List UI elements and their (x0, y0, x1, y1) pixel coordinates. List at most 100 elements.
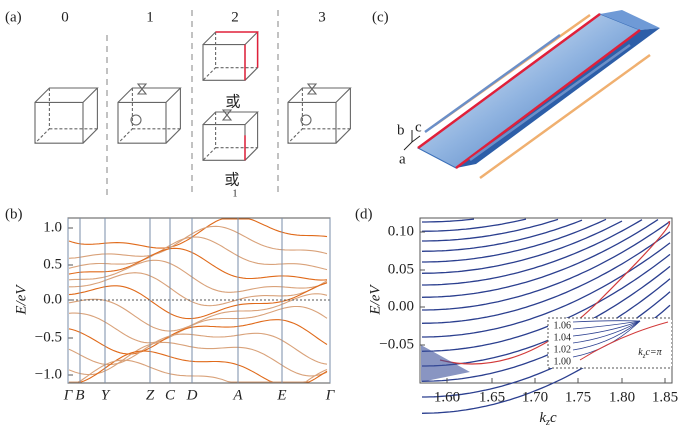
edge-band (421, 218, 527, 232)
rod (403, 10, 660, 180)
x-tick-label: 1.85 (652, 389, 678, 405)
axis-letter: a (399, 151, 406, 167)
y-axis-label: E/eV (13, 284, 29, 316)
band (68, 332, 328, 366)
y-tick-label: −1.0 (35, 366, 62, 382)
cone (306, 83, 318, 95)
note: 或 (224, 171, 239, 188)
x-tick-label: 1.70 (522, 389, 548, 405)
band (68, 293, 328, 332)
y-tick-label: 1.0 (43, 219, 62, 235)
x-tick-label: 1.80 (609, 389, 635, 405)
k-point-label: Z (146, 387, 155, 403)
panel-label: (b) (5, 206, 23, 222)
inset-band (572, 320, 641, 351)
note: 或 (225, 93, 240, 110)
y-tick-label: −0.05 (379, 336, 414, 352)
edge-band (422, 219, 643, 286)
edge-band (421, 219, 659, 298)
plot-frame (419, 217, 673, 384)
band (68, 218, 328, 249)
k-point-label: Γ (63, 387, 74, 403)
y-tick-label: 0.0 (43, 291, 62, 307)
band (68, 282, 328, 320)
inset-y-tick-label: 1.04 (554, 332, 572, 343)
panel-label: (c) (372, 9, 389, 25)
edge-band (422, 218, 559, 242)
panel-label: (a) (5, 9, 22, 25)
cube-hidden (202, 32, 258, 81)
edge-band (421, 253, 671, 352)
band (68, 247, 328, 281)
band (68, 236, 328, 271)
ring (130, 114, 142, 126)
cube-hidden (287, 88, 351, 144)
surface-band (439, 221, 671, 365)
edge-band (422, 218, 607, 263)
y-axis-label: E/eV (367, 284, 383, 316)
column-label: 1 (146, 9, 154, 25)
inset-band (572, 320, 641, 323)
y-tick-label: 0.05 (388, 261, 414, 277)
band (68, 319, 328, 355)
inset-y-tick-label: 1.02 (554, 344, 572, 355)
cubes (34, 31, 352, 161)
cube-hidden (202, 112, 258, 161)
k-point-label: A (232, 387, 243, 403)
cube (287, 87, 352, 144)
ring (300, 114, 312, 126)
k-point-label: Y (101, 387, 111, 403)
column-label: 3 (318, 9, 326, 25)
y-tick-label: −0.5 (35, 329, 62, 345)
edge-band (422, 218, 475, 223)
band (68, 225, 328, 259)
inset-y-tick-label: 1.00 (554, 356, 572, 367)
x-axis-label: kzc (539, 410, 557, 428)
cube (117, 87, 182, 144)
edge-band (421, 219, 583, 252)
red-edge (215, 31, 259, 81)
x-tick-label: 1.65 (479, 389, 505, 405)
band (69, 350, 328, 383)
edge-band (421, 278, 671, 382)
band (68, 341, 328, 377)
cone (221, 109, 233, 121)
k-point-label: E (276, 387, 286, 403)
inset-surface (579, 321, 669, 361)
inset-label: kzc=π (638, 347, 662, 359)
bands (68, 218, 328, 383)
inset-band (572, 320, 641, 344)
y-tick-label: 0.00 (388, 298, 414, 314)
edge-bands (421, 218, 671, 414)
inset-band (572, 320, 641, 337)
edge-band (422, 220, 671, 311)
band (69, 359, 328, 383)
edge-band (421, 220, 623, 274)
x-tick-label: 1.75 (565, 389, 591, 405)
column-label: 0 (61, 9, 69, 25)
note-subscript: 1 (233, 188, 238, 199)
y-tick-label: 0.10 (388, 223, 414, 239)
k-point-label: B (75, 387, 84, 403)
band (69, 272, 328, 307)
k-point-label: D (186, 387, 198, 403)
column-label: 2 (231, 9, 239, 25)
edge-band (421, 231, 671, 324)
bulk (421, 345, 470, 382)
axis-letter: c (415, 119, 422, 135)
cube (202, 31, 259, 81)
y-tick-label: 0.5 (43, 256, 62, 272)
band (68, 305, 328, 344)
separators (106, 10, 279, 195)
panel-label: (d) (355, 206, 373, 222)
cube (34, 87, 99, 144)
k-point-label: C (165, 387, 176, 403)
inset-y-tick-label: 1.06 (554, 320, 572, 331)
inset-band (572, 320, 641, 330)
k-point-label: Γ (325, 387, 336, 403)
cone (136, 83, 148, 95)
inset-bands (572, 320, 669, 361)
cube-hidden (117, 88, 181, 144)
band (68, 259, 328, 293)
